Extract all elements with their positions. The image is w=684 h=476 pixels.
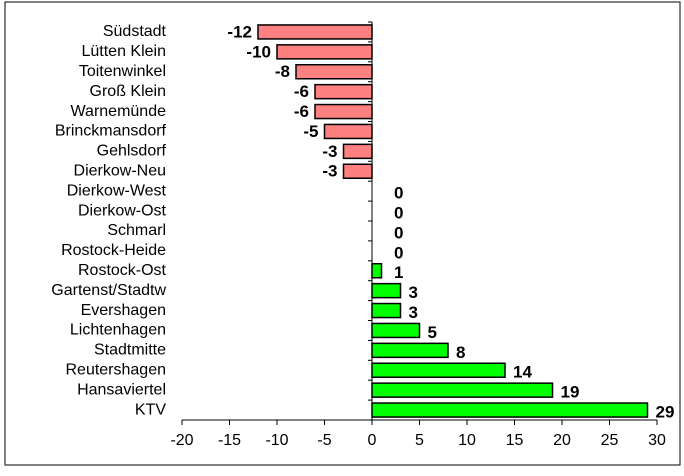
bar <box>371 402 649 418</box>
x-tick-label: 5 <box>415 432 424 449</box>
value-label: 0 <box>394 204 403 223</box>
y-tick-label: Stadtmitte <box>94 342 166 359</box>
y-tick-label: Gartenst/Stadtw <box>51 282 166 299</box>
bar <box>371 302 402 319</box>
y-tick-label: Schmarl <box>107 222 166 239</box>
y-tick-label: Rostock-Ost <box>78 262 167 279</box>
y-tick-label: Evershagen <box>81 302 166 319</box>
value-label: 3 <box>409 283 418 302</box>
y-tick-label: Brinckmansdorf <box>55 123 167 140</box>
y-tick-label: Lütten Klein <box>81 43 166 60</box>
x-tick-label: -15 <box>218 432 241 449</box>
value-label: -3 <box>322 162 337 181</box>
y-tick-label: Toitenwinkel <box>79 63 166 80</box>
value-label: 0 <box>394 184 403 203</box>
x-tick-label: -10 <box>265 432 288 449</box>
y-tick-label: Lichtenhagen <box>70 322 166 339</box>
bar <box>371 362 506 378</box>
value-label: 29 <box>656 403 675 422</box>
y-tick-label: Reutershagen <box>65 361 166 378</box>
value-label: -8 <box>275 62 290 81</box>
value-label: 14 <box>513 363 532 382</box>
bar <box>323 123 373 140</box>
x-tick-label: 20 <box>553 432 571 449</box>
bar <box>276 44 373 60</box>
bar <box>371 263 383 279</box>
bar <box>371 322 421 339</box>
bar <box>342 143 373 160</box>
value-label: 3 <box>409 303 418 322</box>
y-tick-label: Dierkow-West <box>67 182 167 199</box>
value-label: -10 <box>246 42 271 61</box>
value-label: 1 <box>394 263 403 282</box>
x-tick-label: -5 <box>317 432 331 449</box>
x-tick-label: -20 <box>170 432 193 449</box>
value-label: -3 <box>322 142 337 161</box>
x-tick-label: 15 <box>506 432 524 449</box>
value-label: 8 <box>456 343 465 362</box>
value-label: 0 <box>394 243 403 262</box>
value-label: -12 <box>227 22 252 41</box>
bar <box>371 282 402 299</box>
value-label: -6 <box>294 82 309 101</box>
bar <box>371 342 449 359</box>
y-tick-label: Südstadt <box>103 23 167 40</box>
value-label: -5 <box>303 122 318 141</box>
y-tick-label: Groß Klein <box>90 83 166 100</box>
y-tick-label: Rostock-Heide <box>61 242 166 259</box>
y-tick-label: Gehlsdorf <box>97 143 167 160</box>
y-tick-label: Dierkow-Neu <box>74 162 166 179</box>
y-tick-label: Warnemünde <box>71 103 167 120</box>
y-tick-label: Dierkow-Ost <box>78 202 167 219</box>
x-tick-label: 25 <box>601 432 619 449</box>
bar <box>314 103 373 120</box>
value-label: -6 <box>294 102 309 121</box>
bar <box>295 64 373 80</box>
bar <box>342 163 373 179</box>
bar <box>314 83 373 100</box>
x-tick-label: 30 <box>648 432 666 449</box>
value-label: 19 <box>561 383 580 402</box>
y-tick-label: Hansaviertel <box>77 381 166 398</box>
value-label: 0 <box>394 223 403 242</box>
x-tick-label: 10 <box>458 432 476 449</box>
bar <box>371 382 554 398</box>
value-label: 5 <box>428 323 437 342</box>
y-tick-label: KTV <box>135 401 166 418</box>
bar <box>257 24 373 40</box>
chart-frame <box>4 1 681 466</box>
x-tick-label: 0 <box>368 432 377 449</box>
